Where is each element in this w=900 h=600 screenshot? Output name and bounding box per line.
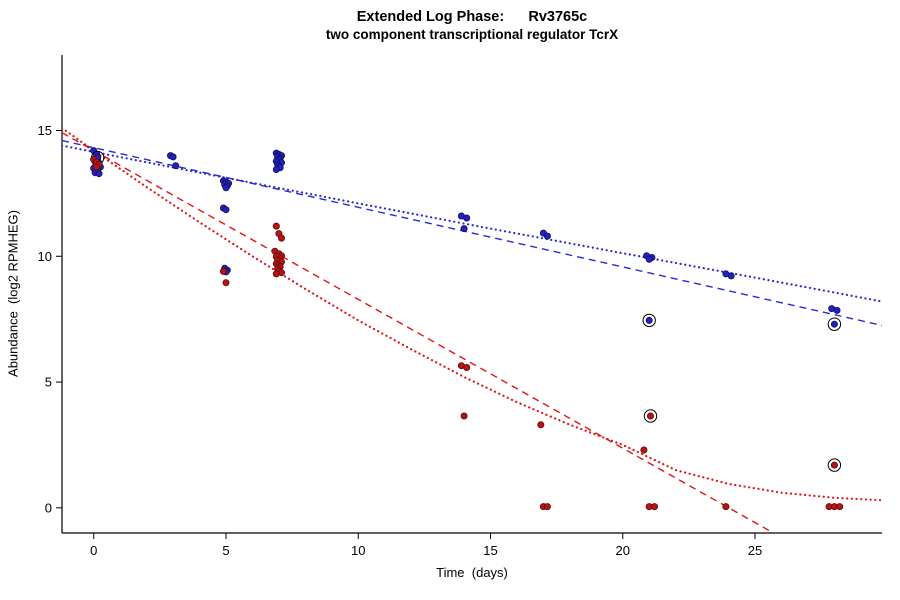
red-series-point <box>219 267 227 275</box>
x-tick-label: 0 <box>90 543 97 558</box>
y-tick-label: 0 <box>45 500 52 515</box>
blue-series-point <box>727 272 735 280</box>
red-series-point <box>640 446 648 454</box>
red-series-point <box>272 270 280 278</box>
red-series-point <box>836 503 844 511</box>
red-series-point <box>460 412 468 420</box>
flag-circle-icon <box>643 409 658 423</box>
red-series-point <box>537 421 545 429</box>
blue-series-point <box>95 170 103 178</box>
blue-series-point <box>169 153 177 161</box>
blue-series-point <box>645 255 653 263</box>
blue-series-point <box>833 306 841 314</box>
y-tick-label: 15 <box>38 123 52 138</box>
x-tick-label: 5 <box>222 543 229 558</box>
chart-title: Extended Log Phase: Rv3765c <box>356 9 588 25</box>
red-series-point-flagged <box>647 412 655 420</box>
y-tick-label: 5 <box>45 375 52 390</box>
y-axis-label: Abundance (log2 RPMHEG) <box>5 210 21 377</box>
red-dotted-fit <box>62 126 882 502</box>
blue-series-point <box>272 165 280 173</box>
red-series-point <box>651 503 659 511</box>
red-series-point <box>222 279 230 287</box>
blue-series-point <box>172 162 180 170</box>
red-series-point <box>272 222 280 230</box>
blue-dashed-fit <box>62 139 882 327</box>
blue-series-point <box>222 184 230 192</box>
x-tick-label: 15 <box>483 543 497 558</box>
blue-series-point-flagged <box>830 320 838 328</box>
blue-series-point-flagged <box>645 316 653 324</box>
red-series-point <box>722 503 730 511</box>
y-tick-label: 10 <box>38 249 52 264</box>
blue-dotted-fit <box>62 144 882 303</box>
x-axis-label: Time (days) <box>436 565 508 580</box>
flag-circle-icon <box>827 458 842 472</box>
x-tick-label: 20 <box>616 543 630 558</box>
red-series-point-flagged <box>830 461 838 469</box>
red-series-point <box>543 503 551 511</box>
blue-series-point <box>543 232 551 240</box>
blue-series-point <box>222 206 230 214</box>
flag-circle-icon <box>827 317 842 331</box>
red-series-point <box>92 163 100 171</box>
x-tick-label: 10 <box>351 543 365 558</box>
blue-series-point <box>460 225 468 233</box>
red-dashed-fit <box>62 132 774 533</box>
blue-series-point <box>463 214 471 222</box>
red-series-point <box>277 234 285 242</box>
chart-subtitle: two component transcriptional regulator … <box>325 27 619 42</box>
red-series-point <box>463 363 471 371</box>
x-tick-label: 25 <box>748 543 762 558</box>
flag-circle-icon <box>642 313 656 328</box>
